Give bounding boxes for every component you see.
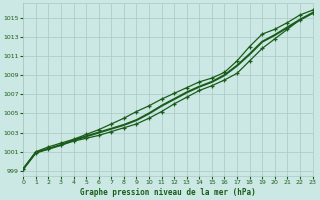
- X-axis label: Graphe pression niveau de la mer (hPa): Graphe pression niveau de la mer (hPa): [80, 188, 256, 197]
